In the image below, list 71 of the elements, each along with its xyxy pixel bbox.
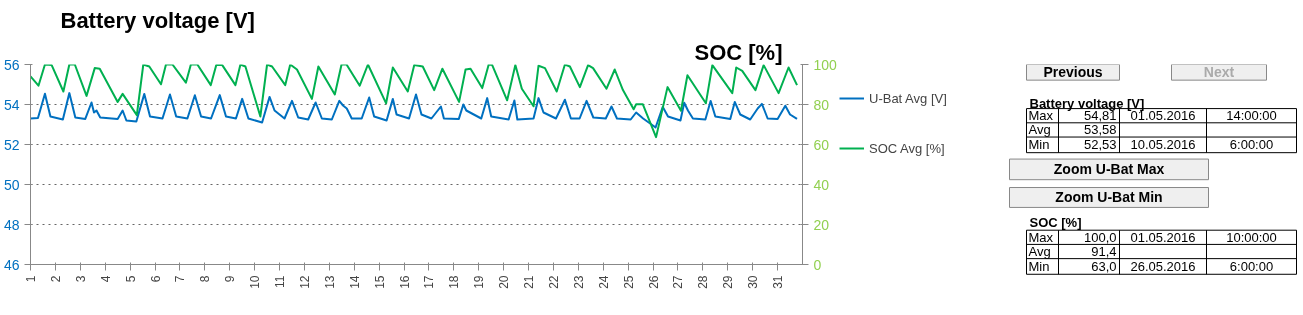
x-tick-label: 18 bbox=[447, 275, 462, 289]
text: 53,58 bbox=[1083, 122, 1117, 138]
text: 52,53 bbox=[1083, 137, 1117, 153]
y2-tick-label: 0 bbox=[813, 256, 822, 273]
y2-tick-label: 100 bbox=[813, 56, 838, 73]
x-tick-label: 23 bbox=[571, 275, 586, 289]
chart-title: Battery voltage [V] bbox=[60, 7, 255, 33]
x-tick-label: 7 bbox=[173, 275, 188, 283]
x-tick-label: 30 bbox=[746, 275, 761, 289]
text: 26.05.2016 bbox=[1130, 258, 1196, 274]
x-tick-label: 10 bbox=[248, 275, 263, 289]
x-tick-label: 25 bbox=[621, 275, 636, 289]
y2-tick-label: 20 bbox=[813, 216, 830, 233]
text: SOC [%] bbox=[1029, 214, 1082, 230]
text: Max bbox=[1028, 229, 1054, 245]
text: 01.05.2016 bbox=[1130, 229, 1196, 245]
text: Avg bbox=[1028, 244, 1051, 260]
y-tick-label: 56 bbox=[3, 56, 20, 73]
x-tick-label: 13 bbox=[322, 275, 337, 289]
x-tick-label: 11 bbox=[273, 275, 288, 288]
x-tick-label: 15 bbox=[372, 275, 387, 289]
text: 10:00:00 bbox=[1226, 229, 1277, 245]
text: 6:00:00 bbox=[1229, 137, 1274, 153]
x-tick-label: 16 bbox=[397, 275, 412, 289]
text: Avg bbox=[1028, 122, 1051, 138]
text: Zoom U-Bat Min bbox=[1055, 189, 1163, 206]
text: 14:00:00 bbox=[1226, 108, 1277, 124]
x-tick-label: 20 bbox=[497, 275, 512, 289]
x-tick-label: 24 bbox=[596, 275, 611, 289]
text: 10.05.2016 bbox=[1130, 137, 1196, 153]
text: Next bbox=[1203, 64, 1235, 81]
y-tick-label: 46 bbox=[3, 256, 20, 273]
x-tick-label: 29 bbox=[721, 275, 736, 289]
y-tick-label: 48 bbox=[3, 216, 20, 233]
x-tick-label: 26 bbox=[646, 275, 661, 289]
y-tick-label: 50 bbox=[3, 176, 20, 193]
x-tick-label: 8 bbox=[198, 275, 213, 283]
x-tick-label: 4 bbox=[98, 275, 113, 283]
x-tick-label: 31 bbox=[771, 275, 786, 289]
text: Min bbox=[1028, 258, 1050, 274]
x-tick-label: 22 bbox=[546, 275, 561, 289]
x-tick-label: 1 bbox=[24, 275, 38, 283]
x-tick-label: 12 bbox=[297, 275, 312, 289]
line-series bbox=[30, 92, 799, 129]
x-tick-label: 2 bbox=[48, 275, 63, 283]
x-tick-label: 27 bbox=[671, 275, 686, 289]
y2-axis-title: SOC [%] bbox=[694, 39, 783, 65]
x-tick-label: 14 bbox=[347, 275, 362, 289]
legend-label: SOC Avg [%] bbox=[869, 140, 945, 156]
text: 91,4 bbox=[1091, 244, 1117, 260]
text: Zoom U-Bat Max bbox=[1053, 161, 1165, 178]
text: Min bbox=[1028, 137, 1050, 153]
text: 6:00:00 bbox=[1229, 258, 1274, 274]
text: 63,0 bbox=[1091, 258, 1117, 274]
x-tick-label: 5 bbox=[123, 275, 138, 283]
x-tick-label: 6 bbox=[148, 275, 163, 283]
line-series bbox=[30, 64, 799, 139]
text: 100,0 bbox=[1083, 229, 1117, 245]
text: Previous bbox=[1043, 64, 1103, 81]
y2-tick-label: 80 bbox=[813, 96, 830, 113]
x-tick-label: 3 bbox=[73, 275, 88, 283]
y-tick-label: 52 bbox=[3, 136, 20, 153]
x-tick-label: 9 bbox=[223, 275, 238, 283]
x-tick-label: 28 bbox=[696, 275, 711, 289]
x-tick-label: 21 bbox=[522, 275, 537, 289]
y2-tick-label: 60 bbox=[813, 136, 830, 153]
y2-tick-label: 40 bbox=[813, 176, 830, 193]
y-tick-label: 54 bbox=[3, 96, 20, 113]
legend-label: U-Bat Avg [V] bbox=[869, 90, 947, 106]
x-tick-label: 19 bbox=[472, 275, 487, 289]
x-tick-label: 17 bbox=[422, 275, 437, 289]
